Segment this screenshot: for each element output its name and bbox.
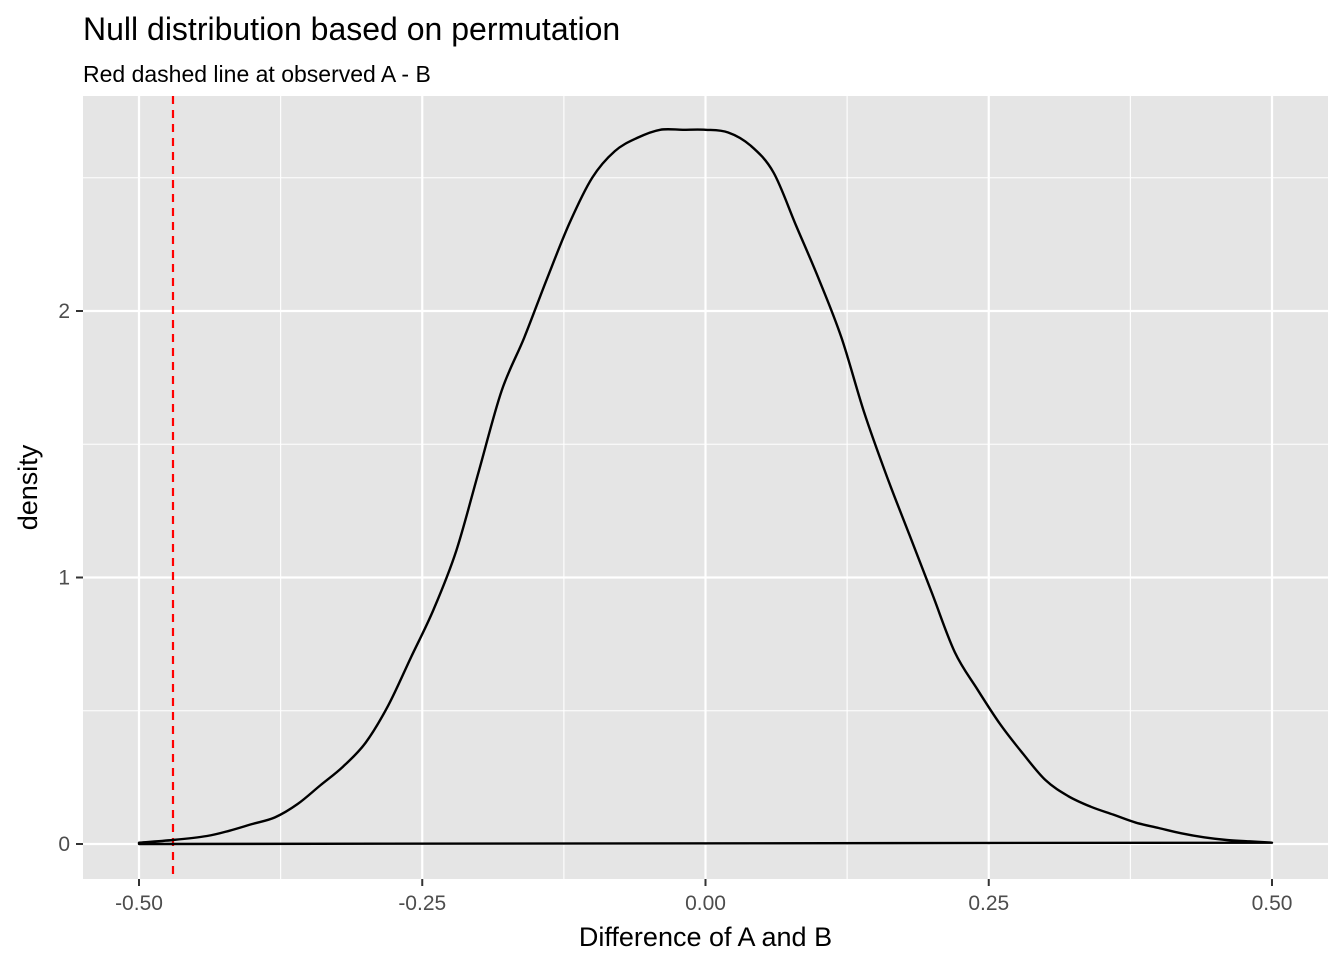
chart-title: Null distribution based on permutation	[83, 11, 620, 47]
x-tick-label: -0.25	[398, 892, 446, 915]
y-tick-label: 2	[58, 300, 70, 323]
chart-subtitle: Red dashed line at observed A - B	[83, 61, 431, 87]
x-tick-label: 0.25	[968, 892, 1009, 915]
series-layer	[137, 127, 1274, 846]
y-axis: 0 1 2	[58, 300, 83, 856]
x-axis: -0.50 -0.25 0.00 0.25 0.50	[115, 879, 1292, 915]
x-tick-label: 0.00	[685, 892, 726, 915]
x-axis-title: Difference of A and B	[579, 922, 832, 952]
y-axis-title: density	[13, 444, 43, 530]
density-curve	[137, 127, 1274, 846]
x-tick-label: 0.50	[1252, 892, 1293, 915]
y-tick-label: 1	[58, 567, 70, 590]
grid-major	[83, 96, 1328, 879]
y-tick-label: 0	[58, 833, 70, 856]
x-tick-label: -0.50	[115, 892, 163, 915]
